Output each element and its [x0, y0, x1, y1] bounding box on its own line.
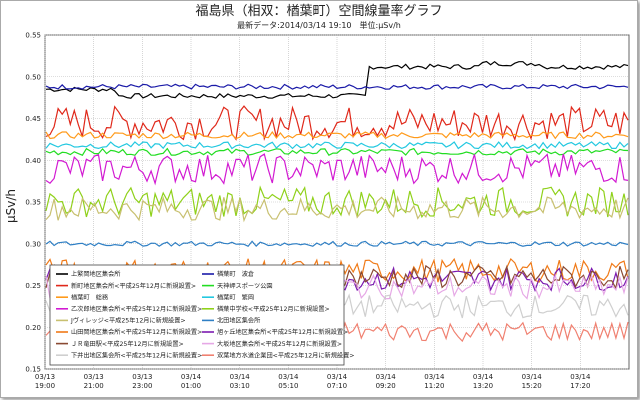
- x-tick-date: 03/13: [35, 373, 55, 381]
- x-tick-date: 03/14: [522, 373, 543, 381]
- x-tick-time: 21:00: [84, 382, 104, 390]
- x-tick-time: 13:20: [473, 382, 493, 390]
- legend-label: 楢葉町 総務: [71, 293, 109, 301]
- x-tick-time: 05:10: [278, 382, 298, 390]
- chart-subtitle: 最新データ:2014/03/14 19:10 単位:μSv/h: [237, 20, 401, 30]
- x-tick-time: 07:10: [327, 382, 347, 390]
- x-tick-date: 03/14: [473, 373, 494, 381]
- series-line: [45, 83, 629, 90]
- x-tick-time: 15:20: [522, 382, 542, 390]
- x-tick-time: 09:20: [376, 382, 396, 390]
- y-tick-label: 0.50: [25, 73, 41, 81]
- y-tick-label: 0.35: [25, 199, 41, 207]
- legend-label: 旭ヶ丘地区集会所<平成25年12月に新規設置>: [217, 328, 348, 336]
- legend-label: 新町地区集会所<平成25年12月に新規設置>: [71, 282, 196, 290]
- legend-label: 楢葉中学校<平成25年12月に新規設置>: [217, 305, 330, 313]
- legend-label: 上繁岡地区集会所: [71, 270, 121, 278]
- x-tick-time: 03:10: [230, 382, 250, 390]
- series-line: [45, 147, 629, 156]
- legend-label: ＪＲ竜田駅<平成25年12月に新規設置>: [71, 340, 184, 348]
- y-axis-label: μSv/h: [4, 189, 18, 223]
- y-tick-label: 0.40: [25, 157, 41, 165]
- series-line: [45, 141, 629, 150]
- x-tick-time: 17:20: [570, 382, 590, 390]
- series-line: [45, 60, 629, 99]
- x-tick-time: 23:00: [132, 382, 152, 390]
- legend-label: 大坂地区集会所<平成25年12月に新規設置>: [217, 340, 342, 348]
- legend-label: 双葉地方水道企業団<平成25年12月に新規設置>: [217, 351, 355, 359]
- legend-label: 北田地区集会所: [217, 317, 260, 325]
- legend-label: 楢葉町 波倉: [217, 270, 254, 278]
- series-line: [45, 240, 629, 247]
- chart-title: 福島県（相双：楢葉町）空間線量率グラフ: [195, 3, 442, 19]
- x-tick-date: 03/14: [278, 373, 299, 381]
- y-tick-label: 0.30: [25, 240, 41, 248]
- series-line: [45, 105, 629, 142]
- x-tick-time: 01:00: [181, 382, 201, 390]
- x-tick-date: 03/14: [327, 373, 348, 381]
- legend-label: 乙次郎地区集会所<平成25年12月に新規設置>: [71, 305, 202, 313]
- y-tick-label: 0.20: [25, 324, 41, 332]
- x-tick-date: 03/14: [181, 373, 202, 381]
- legend-label: Jヴィレッジ<平成25年12月に新規設置>: [70, 317, 186, 325]
- y-tick-label: 0.25: [25, 282, 41, 290]
- x-tick-date: 03/14: [230, 373, 251, 381]
- y-tick-label: 0.55: [25, 32, 41, 40]
- legend-label: 天神岬スポーツ公園: [217, 282, 273, 290]
- x-tick-date: 03/14: [570, 373, 591, 381]
- x-tick-time: 19:00: [35, 382, 55, 390]
- x-tick-date: 03/13: [84, 373, 104, 381]
- y-tick-label: 0.45: [25, 115, 41, 123]
- legend-label: 下井出地区集会所<平成25年12月に新規設置>: [71, 351, 202, 359]
- legend-label: 楢葉町 繁岡: [217, 293, 254, 301]
- x-tick-time: 11:20: [424, 382, 444, 390]
- legend-box: [49, 264, 345, 366]
- series-line: [45, 153, 629, 186]
- legend-label: 山田岡地区集会所<平成25年12月に新規設置>: [71, 328, 202, 336]
- x-tick-date: 03/14: [376, 373, 397, 381]
- x-tick-date: 03/13: [132, 373, 152, 381]
- y-tick-label: 0.15: [25, 366, 41, 374]
- x-tick-date: 03/14: [424, 373, 445, 381]
- series-line: [45, 130, 629, 140]
- series-line: [45, 195, 629, 223]
- plot-area: 0.15 0.20 0.25 0.30 0.35 0.40 0.45 0.50 0.55 03/1…: [25, 32, 630, 390]
